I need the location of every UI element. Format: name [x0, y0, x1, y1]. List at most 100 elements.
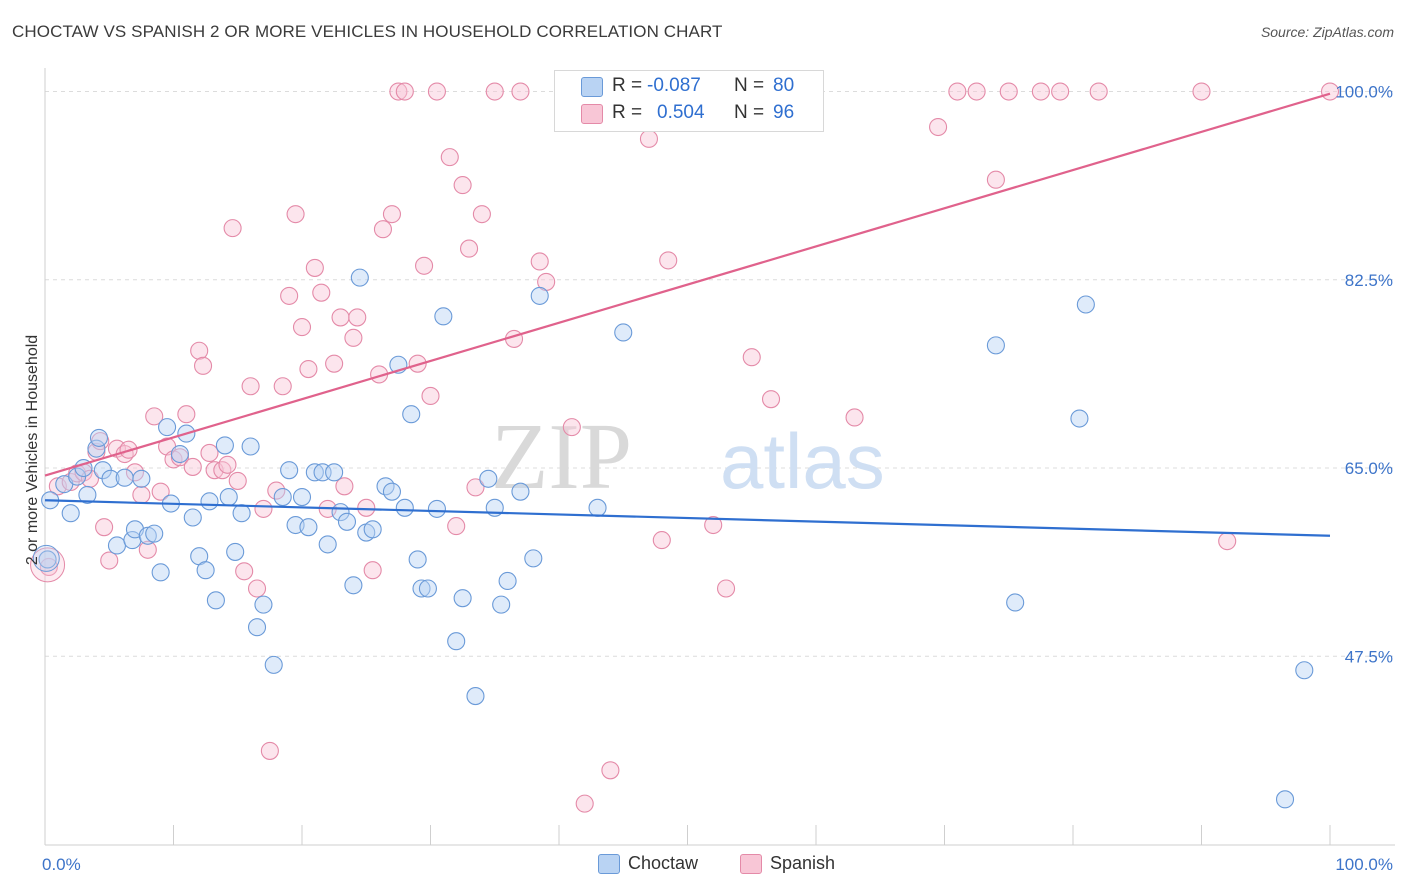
spanish-point-24 [194, 356, 213, 375]
y-tick-label-0: 47.5% [1345, 647, 1393, 666]
choctaw-point-18 [151, 563, 170, 582]
spanish-point-64 [459, 239, 479, 258]
choctaw-point-21 [170, 444, 189, 464]
choctaw-point-19 [158, 418, 177, 437]
spanish-point-82 [742, 348, 761, 367]
choctaw-point-55 [402, 405, 421, 424]
choctaw-point-17 [145, 524, 164, 543]
choctaw-point-60 [434, 307, 453, 326]
stats-legend: R = -0.087 N = 80 R = 0.504 N = 96 [554, 70, 824, 132]
watermark-zip: ZIP [491, 405, 632, 509]
choctaw-point-73 [986, 336, 1005, 355]
spanish-point-93 [1089, 82, 1108, 101]
spanish-point-80 [704, 515, 723, 535]
legend-r-value-spanish: 0.504 [657, 102, 705, 123]
spanish-point-33 [247, 579, 267, 598]
legend-n-value-spanish: 96 [773, 102, 795, 123]
spanish-point-13 [125, 463, 144, 482]
choctaw-point-56 [408, 550, 427, 569]
choctaw-point-10 [101, 469, 120, 488]
spanish-point-25 [200, 443, 219, 463]
legend-n-value-choctaw: 80 [773, 75, 795, 96]
spanish-point-67 [485, 82, 504, 101]
choctaw-point-39 [292, 488, 312, 507]
spanish-point-41 [299, 359, 318, 379]
spanish-point-59 [421, 386, 440, 405]
legend-r-value-choctaw: -0.087 [647, 75, 701, 96]
source-label: Source: ZipAtlas.com [1260, 24, 1394, 40]
spanish-point-large [30, 547, 66, 583]
spanish-point-81 [716, 579, 736, 598]
y-tick-label-3: 100.0% [1335, 83, 1393, 102]
spanish-point-42 [305, 258, 324, 277]
choctaw-point-74 [1006, 593, 1025, 612]
choctaw-point-34 [254, 595, 273, 614]
spanish-point-78 [659, 251, 678, 270]
choctaw-point-25 [196, 561, 215, 580]
legend-spanish-label: Spanish [770, 853, 836, 873]
spanish-point-45 [325, 354, 344, 373]
spanish-point-50 [357, 498, 376, 517]
spanish-point-56 [395, 82, 414, 101]
x-tick-label-1: 100.0% [1335, 855, 1393, 874]
spanish-point-94 [1192, 82, 1211, 101]
spanish-point-60 [427, 82, 446, 101]
y-tick-label-2: 82.5% [1345, 271, 1393, 290]
spanish-point-86 [929, 117, 948, 137]
spanish-point-47 [335, 477, 354, 496]
choctaw-point-76 [1076, 295, 1095, 314]
choctaw-point-26 [200, 492, 219, 511]
choctaw-point-43 [318, 535, 337, 554]
choctaw-points [32, 268, 1314, 809]
choctaw-point-41 [305, 463, 324, 482]
spanish-point-8 [95, 518, 114, 537]
spanish-point-89 [986, 170, 1005, 189]
choctaw-trend-line [44, 499, 1331, 537]
spanish-point-85 [845, 408, 864, 427]
spanish-point-88 [967, 82, 986, 101]
choctaw-point-68 [511, 482, 530, 501]
choctaw-point-78 [1275, 790, 1295, 809]
spanish-point-14 [132, 485, 151, 504]
choctaw-point-52 [382, 482, 402, 501]
spanish-point-58 [415, 256, 434, 275]
spanish-point-46 [331, 308, 350, 327]
spanish-point-62 [447, 517, 466, 536]
legend-r-label-choctaw: R = [612, 75, 643, 96]
spanish-point-16 [145, 407, 164, 426]
choctaw-point-15 [132, 469, 151, 488]
choctaw-point-28 [215, 436, 234, 455]
choctaw-point-57 [412, 579, 431, 598]
spanish-point-63 [453, 176, 472, 195]
trend-lines [44, 92, 1331, 537]
choctaw-point-7 [87, 439, 106, 458]
choctaw-point-47 [344, 576, 363, 595]
choctaw-point-23 [183, 508, 202, 527]
spanish-point-43 [312, 283, 331, 302]
choctaw-point-71 [588, 498, 607, 517]
spanish-point-74 [601, 761, 620, 780]
choctaw-point-67 [498, 571, 517, 591]
choctaw-point-40 [299, 518, 318, 537]
spanish-point-48 [344, 328, 363, 347]
chart-title: CHOCTAW VS SPANISH 2 OR MORE VEHICLES IN… [12, 22, 723, 41]
spanish-point-70 [530, 252, 549, 271]
spanish-point-54 [382, 205, 402, 224]
spanish-point-87 [948, 82, 967, 101]
choctaw-swatch [581, 77, 603, 97]
spanish-point-51 [363, 561, 382, 580]
choctaw-point-27 [206, 591, 225, 610]
choctaw-point-70 [530, 286, 549, 305]
legend-n-label-choctaw: N = [734, 75, 765, 96]
spanish-point-35 [260, 741, 279, 760]
choctaw-point-29 [219, 488, 238, 507]
spanish-point-69 [511, 82, 530, 101]
choctaw-point-75 [1070, 409, 1089, 428]
choctaw-point-12 [115, 468, 134, 487]
spanish-point-36 [267, 481, 286, 500]
legend-spanish-swatch [740, 854, 762, 874]
spanish-point-28 [218, 455, 237, 474]
tick-labels: 47.5% 65.0% 82.5% 100.0% 0.0% 100.0% [42, 83, 1393, 874]
choctaw-point-8 [89, 428, 109, 447]
